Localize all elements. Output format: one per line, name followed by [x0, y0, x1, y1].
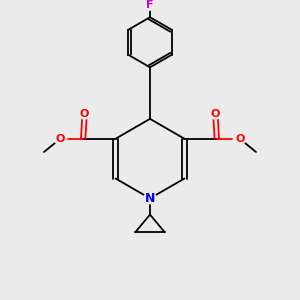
Ellipse shape — [209, 108, 222, 119]
Text: O: O — [56, 134, 65, 144]
Ellipse shape — [54, 134, 67, 144]
Ellipse shape — [233, 134, 246, 144]
Ellipse shape — [143, 0, 157, 10]
Ellipse shape — [78, 108, 91, 119]
Text: O: O — [235, 134, 244, 144]
Text: N: N — [145, 192, 155, 205]
Ellipse shape — [143, 193, 157, 204]
Text: F: F — [146, 0, 154, 10]
Text: O: O — [80, 109, 89, 119]
Text: O: O — [211, 109, 220, 119]
